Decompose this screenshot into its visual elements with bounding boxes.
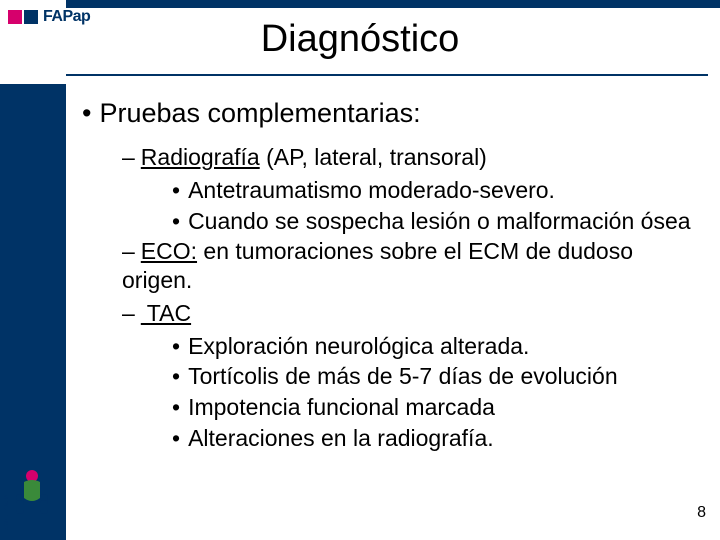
list-item-lvl3: • Antetraumatismo moderado-severo. <box>172 176 696 205</box>
list-item-lvl3: • Cuando se sospecha lesión o malformació… <box>172 207 696 236</box>
subitem-text: Impotencia funcional marcada <box>188 394 495 420</box>
list-item-lvl2: – TAC <box>122 299 696 328</box>
list-item-lvl3: • Impotencia funcional marcada <box>172 393 696 422</box>
dash-icon: – <box>122 143 135 172</box>
slide: FAPap Diagnóstico •Pruebas complementari… <box>0 0 720 540</box>
item-label: Radiografía <box>141 144 260 170</box>
list-item-lvl2: –ECO: en tumoraciones sobre el ECM de du… <box>122 237 696 295</box>
list-item-lvl3: • Exploración neurológica alterada. <box>172 332 696 361</box>
subitem-text: Cuando se sospecha lesión o malformación… <box>188 208 690 234</box>
page-title: Diagnóstico <box>0 18 720 61</box>
item-suffix: en tumoraciones sobre el ECM de dudoso o… <box>122 238 633 293</box>
item-label: TAC <box>141 300 191 326</box>
list-item-lvl3: • Alteraciones en la radiografía. <box>172 424 696 453</box>
dot-icon: • <box>172 332 180 361</box>
heading-lvl1: • Pruebas complementarias: <box>82 98 696 129</box>
subitem-text: Alteraciones en la radiografía. <box>188 425 494 451</box>
dot-icon: • <box>172 424 180 453</box>
dot-icon: • <box>172 393 180 422</box>
dot-icon: • <box>172 362 180 391</box>
dot-icon: • <box>172 176 180 205</box>
subitem-text: Exploración neurológica alterada. <box>188 333 529 359</box>
page-number: 8 <box>697 504 706 522</box>
subitem-text: Tortícolis de más de 5-7 días de evoluci… <box>188 363 618 389</box>
dash-icon: – <box>122 299 135 328</box>
content-area: •Pruebas complementarias: –Radiografía (… <box>82 98 696 455</box>
aepap-logo: AEPap <box>4 464 62 534</box>
top-band <box>66 0 720 8</box>
title-divider <box>66 74 708 76</box>
item-suffix: (AP, lateral, transoral) <box>260 144 487 170</box>
dash-icon: – <box>122 237 135 266</box>
bullet-icon: • <box>82 98 91 128</box>
list-item-lvl2: –Radiografía (AP, lateral, transoral) <box>122 143 696 172</box>
item-label: ECO: <box>141 238 197 264</box>
heading-text: Pruebas complementarias: <box>99 98 420 128</box>
dot-icon: • <box>172 207 180 236</box>
subitem-text: Antetraumatismo moderado-severo. <box>188 177 555 203</box>
list-item-lvl3: • Tortícolis de más de 5-7 días de evoluc… <box>172 362 696 391</box>
aepap-logo-text: AEPap <box>4 494 11 530</box>
